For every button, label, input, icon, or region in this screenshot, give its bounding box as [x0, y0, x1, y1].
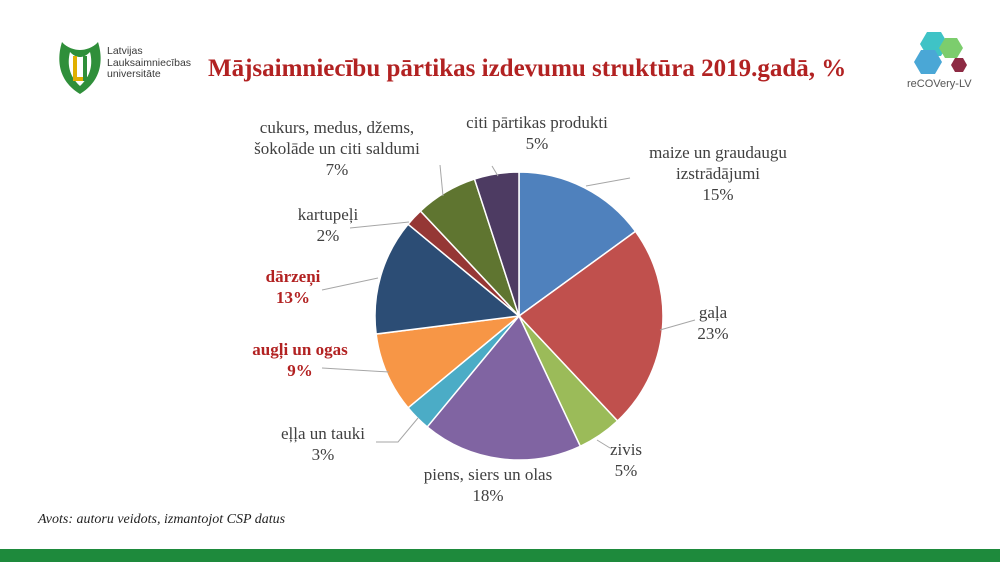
slice-category-label: dārzeņi — [266, 267, 321, 287]
slice-category-label: kartupeļi — [298, 205, 359, 224]
leader-line — [349, 221, 410, 229]
slice-category-label: izstrādājumi — [676, 164, 760, 183]
project-logo: reCOVery-LV — [905, 28, 985, 96]
pie-slice — [374, 223, 521, 335]
slice-category-label: gaļa — [699, 303, 728, 322]
slice-category-label: zivis — [610, 440, 642, 459]
slice-value-label: 5% — [526, 134, 549, 153]
pie-slice — [426, 314, 582, 461]
pie-slices — [374, 171, 664, 461]
slice-value-label: 7% — [326, 160, 349, 179]
page-title: Mājsaimniecību pārtikas izdevumu struktū… — [208, 55, 847, 82]
source-note: Avots: autoru veidots, izmantojot CSP da… — [38, 512, 286, 527]
leader-line — [321, 277, 379, 291]
slice-value-label: 9% — [287, 361, 313, 380]
university-name-line: Latvijas — [107, 45, 143, 57]
pie-slice — [375, 314, 522, 409]
footer-bar — [0, 549, 1000, 562]
slice-value-label: 13% — [276, 288, 310, 307]
slice-category-label: citi pārtikas produkti — [466, 113, 608, 132]
slice-category-label: eļļa un tauki — [281, 424, 365, 443]
leader-line — [585, 177, 631, 187]
slice-value-label: 5% — [615, 461, 638, 480]
leader-lines — [321, 164, 696, 449]
leader-line — [321, 367, 390, 373]
slice-category-label: maize un graudaugu — [649, 143, 787, 162]
slice-value-label: 3% — [312, 445, 335, 464]
slice-category-label: augļi un ogas — [252, 340, 348, 360]
slice-value-label: 23% — [697, 324, 728, 343]
slice-category-label: cukurs, medus, džems, — [260, 118, 414, 137]
leader-line — [491, 165, 499, 177]
pie-slice — [518, 171, 637, 318]
university-name-line: universitāte — [107, 68, 161, 80]
university-emblem-icon — [59, 42, 101, 94]
slice-category-label: šokolāde un citi saldumi — [254, 139, 420, 158]
project-brand-name: reCOVery-LV — [907, 78, 972, 90]
university-name: Latvijas Lauksaimniecības universitāte — [107, 45, 192, 81]
slice-labels: maize un graudaugu izstrādājumi 15% gaļa 23%… — [252, 113, 787, 505]
leader-line — [596, 439, 611, 449]
hexagon-cluster-icon — [914, 32, 967, 74]
slice-value-label: 2% — [317, 226, 340, 245]
slice-value-label: 15% — [702, 185, 733, 204]
leader-line — [659, 319, 696, 331]
leader-line — [439, 164, 444, 197]
slice-value-label: 18% — [472, 486, 503, 505]
slice-category-label: piens, siers un olas — [424, 465, 552, 484]
leader-line — [376, 417, 419, 443]
university-logo: Latvijas Lauksaimniecības universitāte — [55, 40, 205, 96]
university-name-line: Lauksaimniecības — [107, 56, 192, 69]
